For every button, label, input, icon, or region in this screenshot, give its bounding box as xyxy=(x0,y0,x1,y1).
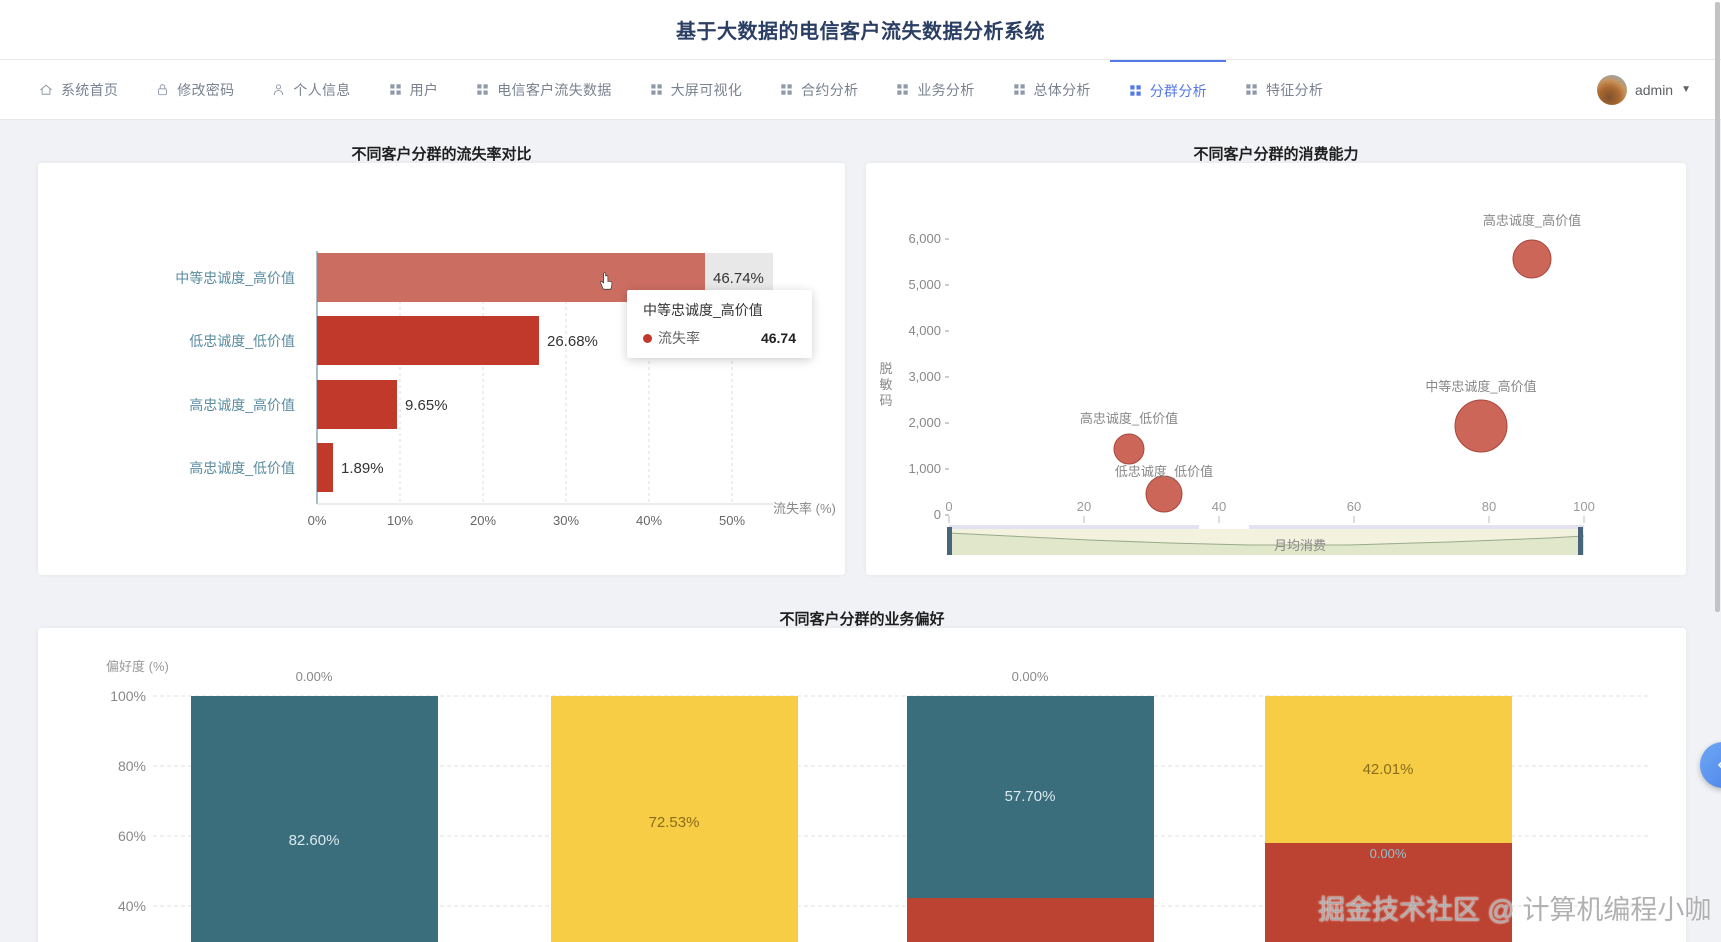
svg-text:26.68%: 26.68% xyxy=(547,333,598,350)
svg-text:100%: 100% xyxy=(110,688,146,704)
svg-text:82.60%: 82.60% xyxy=(289,832,340,849)
svg-text:42.01%: 42.01% xyxy=(1363,761,1414,778)
svg-text:40: 40 xyxy=(1212,499,1226,514)
svg-text:60%: 60% xyxy=(118,828,146,844)
svg-text:脱: 脱 xyxy=(879,361,892,376)
svg-text:6,000: 6,000 xyxy=(908,231,941,246)
svg-text:1.89%: 1.89% xyxy=(341,460,384,477)
svg-text:码: 码 xyxy=(879,393,892,408)
svg-text:50%: 50% xyxy=(719,513,745,528)
svg-text:0.00%: 0.00% xyxy=(1012,669,1049,684)
svg-text:高忠诚度_低价值: 高忠诚度_低价值 xyxy=(189,460,295,476)
svg-text:2,000: 2,000 xyxy=(908,415,941,430)
svg-text:中等忠诚度_高价值: 中等忠诚度_高价值 xyxy=(1425,379,1536,394)
svg-text:20%: 20% xyxy=(470,513,496,528)
svg-text:中等忠诚度_高价值: 中等忠诚度_高价值 xyxy=(175,270,295,286)
svg-text:5,000: 5,000 xyxy=(908,277,941,292)
svg-text:20: 20 xyxy=(1077,499,1091,514)
svg-text:40%: 40% xyxy=(118,898,146,914)
svg-text:10%: 10% xyxy=(387,513,413,528)
svg-text:30%: 30% xyxy=(553,513,579,528)
svg-text:4,000: 4,000 xyxy=(908,323,941,338)
svg-text:1,000: 1,000 xyxy=(908,461,941,476)
svg-text:流失率 (%): 流失率 (%) xyxy=(773,501,836,516)
svg-text:0.00%: 0.00% xyxy=(1370,846,1407,861)
svg-text:57.70%: 57.70% xyxy=(1005,788,1056,805)
svg-text:低忠诚度_低价值: 低忠诚度_低价值 xyxy=(1115,464,1213,479)
svg-text:0: 0 xyxy=(934,507,941,522)
svg-text:高忠诚度_高价值: 高忠诚度_高价值 xyxy=(1483,213,1581,228)
svg-text:46.74%: 46.74% xyxy=(713,270,764,287)
svg-text:40%: 40% xyxy=(636,513,662,528)
svg-text:3,000: 3,000 xyxy=(908,369,941,384)
svg-text:80: 80 xyxy=(1482,499,1496,514)
svg-text:60: 60 xyxy=(1347,499,1361,514)
svg-text:100: 100 xyxy=(1573,499,1595,514)
svg-text:0%: 0% xyxy=(308,513,327,528)
svg-text:9.65%: 9.65% xyxy=(405,397,448,414)
svg-text:敏: 敏 xyxy=(879,377,892,392)
svg-text:0.00%: 0.00% xyxy=(296,669,333,684)
svg-text:72.53%: 72.53% xyxy=(649,814,700,831)
svg-text:高忠诚度_高价值: 高忠诚度_高价值 xyxy=(189,397,295,413)
svg-text:低忠诚度_低价值: 低忠诚度_低价值 xyxy=(189,333,295,349)
svg-text:高忠诚度_低价值: 高忠诚度_低价值 xyxy=(1080,411,1178,426)
svg-text:80%: 80% xyxy=(118,758,146,774)
svg-text:0: 0 xyxy=(945,499,952,514)
